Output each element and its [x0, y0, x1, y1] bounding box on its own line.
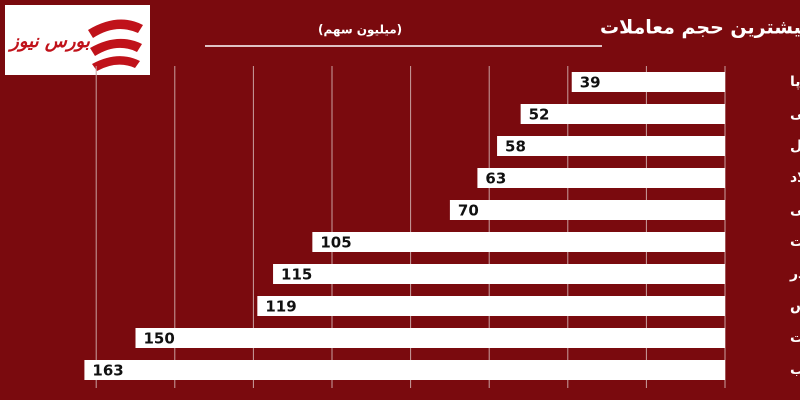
category-label: فملی: [790, 202, 800, 218]
bar: [520, 104, 725, 124]
category-label: شپلی: [790, 106, 800, 122]
bar: [312, 232, 725, 252]
logo-icon: [88, 19, 143, 72]
value-label: 63: [485, 170, 506, 188]
bar: [477, 168, 725, 188]
category-label: وتجارت: [790, 330, 800, 346]
chart-title: ۱۰ شرکت با بیشترین حجم معاملات: [600, 17, 800, 39]
logo: بورس نیوز: [5, 5, 150, 75]
category-label: پترول: [790, 138, 800, 154]
category-label: خپارس: [790, 298, 800, 314]
value-label: 39: [580, 74, 601, 92]
category-label: ذوب: [790, 362, 800, 378]
value-label: 115: [281, 266, 312, 284]
category-label: وبملت: [790, 234, 800, 250]
value-label: 105: [320, 234, 351, 252]
value-label: 52: [529, 106, 550, 124]
logo-text: بورس نیوز: [7, 31, 91, 52]
category-label: فولاد: [790, 170, 800, 186]
bar: [84, 360, 725, 380]
bar: [497, 136, 725, 156]
value-label: 163: [92, 362, 123, 380]
value-label: 58: [505, 138, 526, 156]
category-label: خساپا: [790, 74, 800, 90]
bar: [257, 296, 725, 316]
category-label: وبصادر: [789, 266, 800, 282]
value-label: 119: [265, 298, 296, 316]
bar: [571, 72, 725, 92]
value-label: 150: [144, 330, 175, 348]
bar: [135, 328, 725, 348]
value-label: 70: [458, 202, 479, 220]
chart-subtitle: (میلیون سهم): [318, 23, 402, 38]
bar: [273, 264, 725, 284]
bar: [449, 200, 725, 220]
